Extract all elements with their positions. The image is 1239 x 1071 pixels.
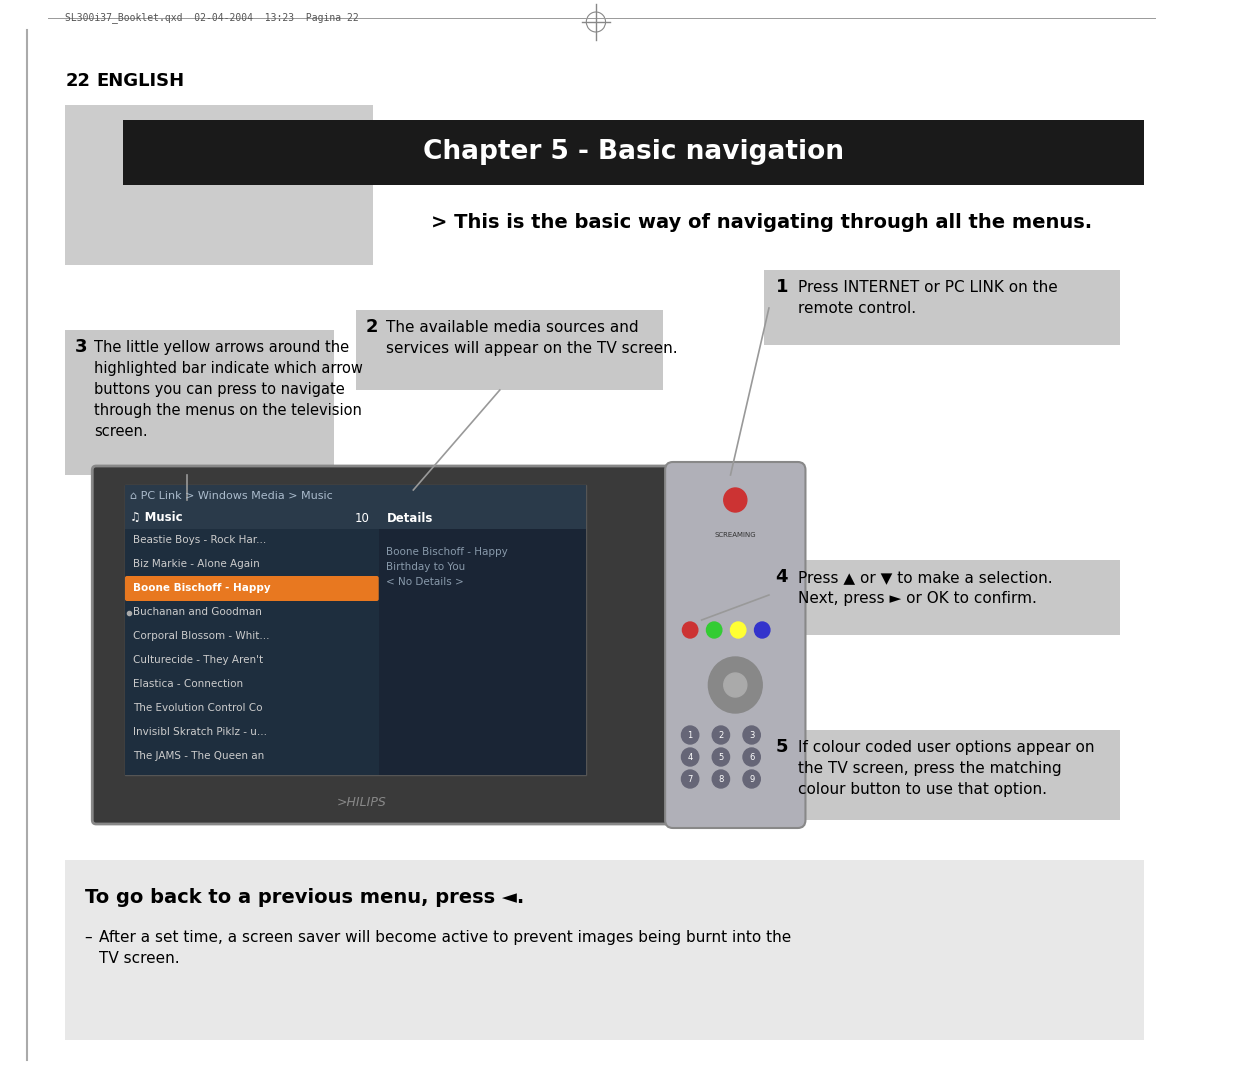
FancyBboxPatch shape bbox=[125, 485, 586, 507]
Text: 6: 6 bbox=[748, 753, 755, 761]
Text: Corporal Blossom - Whit...: Corporal Blossom - Whit... bbox=[133, 631, 269, 642]
Text: Buchanan and Goodman: Buchanan and Goodman bbox=[133, 607, 261, 617]
Circle shape bbox=[724, 488, 747, 512]
Circle shape bbox=[743, 748, 761, 766]
Text: 4: 4 bbox=[776, 568, 788, 586]
Text: ♫ Music: ♫ Music bbox=[130, 512, 182, 525]
FancyBboxPatch shape bbox=[356, 310, 663, 390]
FancyBboxPatch shape bbox=[125, 485, 586, 775]
Text: ENGLISH: ENGLISH bbox=[97, 72, 185, 90]
Text: After a set time, a screen saver will become active to prevent images being burn: After a set time, a screen saver will be… bbox=[99, 930, 792, 966]
Circle shape bbox=[681, 748, 699, 766]
FancyBboxPatch shape bbox=[125, 576, 379, 601]
FancyBboxPatch shape bbox=[764, 560, 1120, 635]
FancyBboxPatch shape bbox=[66, 105, 373, 265]
Text: Boone Bischoff - Happy: Boone Bischoff - Happy bbox=[133, 583, 270, 593]
Text: 2: 2 bbox=[366, 318, 378, 336]
Text: 22: 22 bbox=[66, 72, 90, 90]
FancyBboxPatch shape bbox=[379, 507, 586, 775]
Text: The Evolution Control Co: The Evolution Control Co bbox=[133, 703, 263, 713]
FancyBboxPatch shape bbox=[66, 860, 1144, 1040]
Text: If colour coded user options appear on
the TV screen, press the matching
colour : If colour coded user options appear on t… bbox=[798, 740, 1094, 797]
Circle shape bbox=[681, 770, 699, 788]
Text: 5: 5 bbox=[719, 753, 724, 761]
Text: >HILIPS: >HILIPS bbox=[337, 796, 387, 809]
Text: Press ▲ or ▼ to make a selection.
Next, press ► or OK to confirm.: Press ▲ or ▼ to make a selection. Next, … bbox=[798, 570, 1052, 606]
Circle shape bbox=[731, 622, 746, 638]
Text: The little yellow arrows around the
highlighted bar indicate which arrow
buttons: The little yellow arrows around the high… bbox=[94, 340, 363, 439]
Text: 2: 2 bbox=[719, 730, 724, 739]
Circle shape bbox=[743, 770, 761, 788]
Text: Culturecide - They Aren't: Culturecide - They Aren't bbox=[133, 655, 263, 665]
FancyBboxPatch shape bbox=[92, 466, 715, 824]
FancyBboxPatch shape bbox=[123, 120, 1144, 185]
Text: Chapter 5 - Basic navigation: Chapter 5 - Basic navigation bbox=[422, 139, 844, 165]
Text: 3: 3 bbox=[748, 730, 755, 739]
Text: To go back to a previous menu, press ◄.: To go back to a previous menu, press ◄. bbox=[84, 888, 524, 907]
Text: –: – bbox=[84, 930, 92, 945]
Text: > This is the basic way of navigating through all the menus.: > This is the basic way of navigating th… bbox=[431, 213, 1092, 232]
Circle shape bbox=[755, 622, 769, 638]
Text: SL300i37_Booklet.qxd  02-04-2004  13:23  Pagina 22: SL300i37_Booklet.qxd 02-04-2004 13:23 Pa… bbox=[66, 12, 359, 22]
FancyBboxPatch shape bbox=[125, 507, 379, 775]
Text: 5: 5 bbox=[776, 738, 788, 756]
Circle shape bbox=[706, 622, 722, 638]
Text: The JAMS - The Queen an: The JAMS - The Queen an bbox=[133, 751, 264, 761]
FancyBboxPatch shape bbox=[764, 270, 1120, 345]
Text: SCREAMING: SCREAMING bbox=[715, 532, 756, 538]
Text: 1: 1 bbox=[688, 730, 693, 739]
Text: 7: 7 bbox=[688, 774, 693, 784]
Text: Biz Markie - Alone Again: Biz Markie - Alone Again bbox=[133, 559, 259, 569]
Text: 1: 1 bbox=[776, 278, 788, 296]
Text: 4: 4 bbox=[688, 753, 693, 761]
Text: Invisibl Skratch Piklz - u...: Invisibl Skratch Piklz - u... bbox=[133, 727, 266, 737]
FancyBboxPatch shape bbox=[764, 730, 1120, 820]
Text: Elastica - Connection: Elastica - Connection bbox=[133, 679, 243, 689]
Circle shape bbox=[743, 726, 761, 744]
Circle shape bbox=[709, 657, 762, 713]
Text: Boone Bischoff - Happy
Birthday to You
< No Details >: Boone Bischoff - Happy Birthday to You <… bbox=[387, 547, 508, 587]
Text: 8: 8 bbox=[719, 774, 724, 784]
Text: The available media sources and
services will appear on the TV screen.: The available media sources and services… bbox=[387, 320, 678, 356]
Circle shape bbox=[724, 673, 747, 697]
FancyBboxPatch shape bbox=[379, 507, 586, 529]
Text: 3: 3 bbox=[76, 338, 88, 356]
Text: Press INTERNET or PC LINK on the
remote control.: Press INTERNET or PC LINK on the remote … bbox=[798, 280, 1058, 316]
Text: ⌂ PC Link > Windows Media > Music: ⌂ PC Link > Windows Media > Music bbox=[130, 491, 332, 501]
Circle shape bbox=[712, 726, 730, 744]
Text: 9: 9 bbox=[750, 774, 755, 784]
Text: 10: 10 bbox=[354, 512, 369, 525]
FancyBboxPatch shape bbox=[125, 507, 379, 529]
Circle shape bbox=[712, 770, 730, 788]
Circle shape bbox=[681, 726, 699, 744]
FancyBboxPatch shape bbox=[66, 330, 335, 476]
Circle shape bbox=[712, 748, 730, 766]
Text: Beastie Boys - Rock Har...: Beastie Boys - Rock Har... bbox=[133, 536, 266, 545]
FancyBboxPatch shape bbox=[665, 462, 805, 828]
Circle shape bbox=[683, 622, 698, 638]
Text: Details: Details bbox=[387, 512, 432, 525]
